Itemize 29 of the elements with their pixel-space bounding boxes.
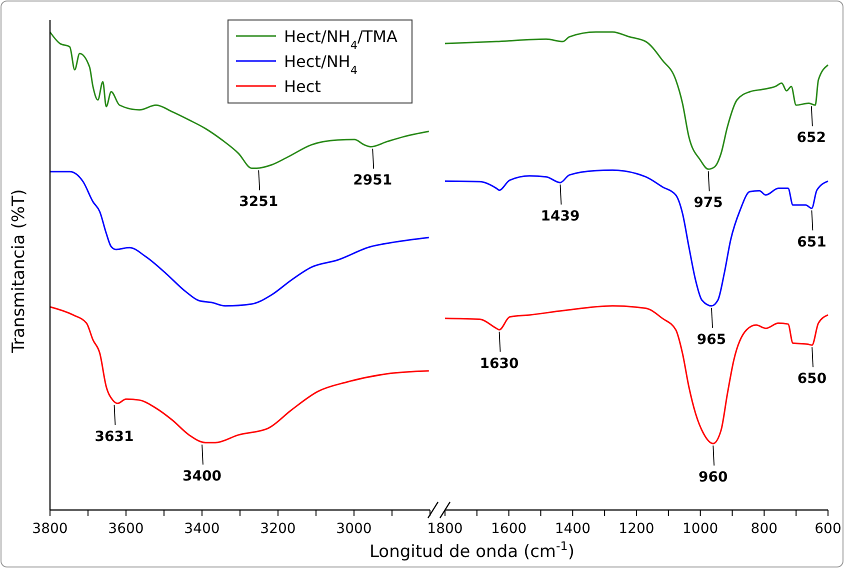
annotation: 651 — [797, 234, 826, 250]
y-axis-title: Transmitancia (%T) — [9, 189, 29, 354]
annotation: 1630 — [480, 356, 519, 372]
x-tick-label: 800 — [750, 521, 778, 537]
x-axis-title: Longitud de onda (cm$^{-1}$) — [370, 539, 574, 562]
legend-label: Hect/NH$_{4}$/TMA — [284, 27, 398, 52]
x-tick-label: 600 — [814, 521, 842, 537]
annotation: 960 — [698, 470, 728, 486]
x-tick-label: 3200 — [260, 521, 296, 537]
annotation: 3400 — [182, 468, 222, 485]
x-tick-label: 1800 — [427, 521, 463, 537]
legend-label: Hect — [284, 77, 321, 96]
annotation: 3631 — [94, 428, 134, 445]
annotation: 652 — [796, 130, 826, 146]
annotation: 3251 — [239, 194, 278, 210]
annotation: 965 — [696, 332, 726, 348]
annotation: 650 — [797, 371, 827, 388]
annotation: 975 — [694, 195, 723, 212]
annotation: 1439 — [540, 208, 580, 225]
x-tick-label: 1400 — [554, 521, 590, 537]
legend-label: Hect/NH$_{4}$ — [284, 52, 358, 76]
x-tick-label: 3400 — [184, 521, 220, 537]
x-tick-label: 1600 — [491, 521, 527, 537]
x-tick-label: 3800 — [32, 521, 68, 537]
annotation: 2951 — [353, 172, 392, 189]
x-tick-label: 3600 — [108, 521, 144, 537]
x-tick-label: 3000 — [336, 521, 372, 537]
x-tick-label: 1000 — [682, 521, 718, 537]
x-tick-label: 1200 — [618, 521, 654, 537]
